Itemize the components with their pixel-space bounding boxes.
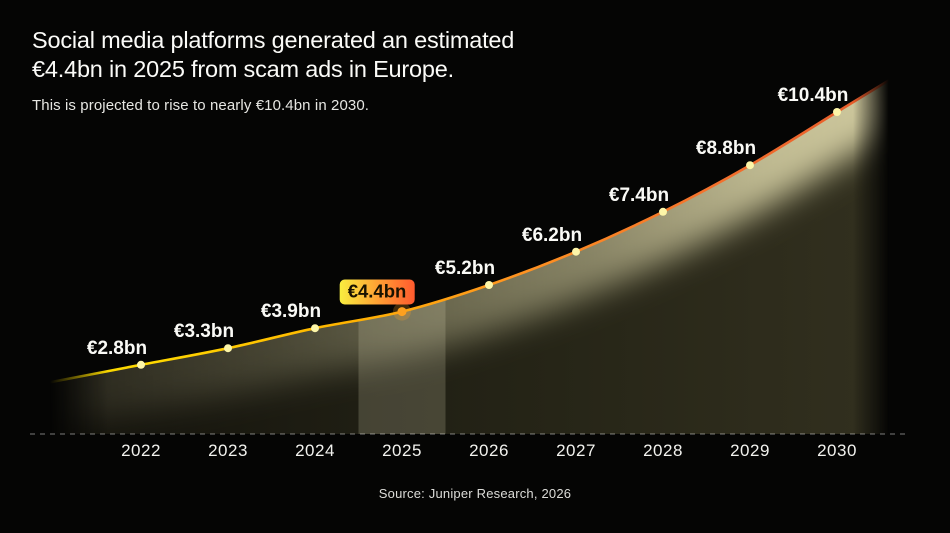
value-label-2026: €5.2bn [434,257,496,279]
x-axis-label-2030: 2030 [817,441,857,460]
data-point-2022 [137,360,145,369]
x-axis-label-2022: 2022 [121,441,161,460]
data-point-2027 [572,247,580,256]
data-point-2024 [311,324,319,333]
x-axis-label-2023: 2023 [208,441,248,460]
data-point-2023 [224,344,232,353]
data-point-2025 [397,307,407,317]
title-line-1: Social media platforms generated an esti… [32,27,515,53]
x-axis-label-2029: 2029 [730,441,770,460]
value-label-2024: €3.9bn [260,301,322,323]
value-label-2027: €6.2bn [521,224,583,246]
x-axis-label-2027: 2027 [556,441,596,460]
value-label-2022: €2.8bn [86,337,148,359]
x-axis-label-2025: 2025 [382,441,422,460]
data-point-2026 [485,281,493,289]
source-note: Source: Juniper Research, 2026 [378,486,572,501]
value-label-2028: €7.4bn [608,184,670,206]
highlight-band-2025 [358,79,446,434]
title-line-2: €4.4bn in 2025 from scam ads in Europe. [32,56,454,83]
value-badge-2025: €4.4bn [339,279,415,305]
value-label-2030: €10.4bn [777,84,849,106]
x-axis-label-2028: 2028 [643,441,683,460]
x-axis-label-2026: 2026 [469,441,509,460]
value-label-2023: €3.3bn [173,321,235,343]
x-axis-label-2024: 2024 [295,441,335,460]
header: Social media platforms generated an esti… [32,26,514,114]
page-title: Social media platforms generated an esti… [32,26,514,84]
data-point-2030 [833,108,841,116]
subtitle: This is projected to rise to nearly €10.… [32,97,370,115]
value-label-2029: €8.8bn [695,138,757,160]
data-point-2029 [746,161,754,170]
data-point-2028 [659,207,667,216]
